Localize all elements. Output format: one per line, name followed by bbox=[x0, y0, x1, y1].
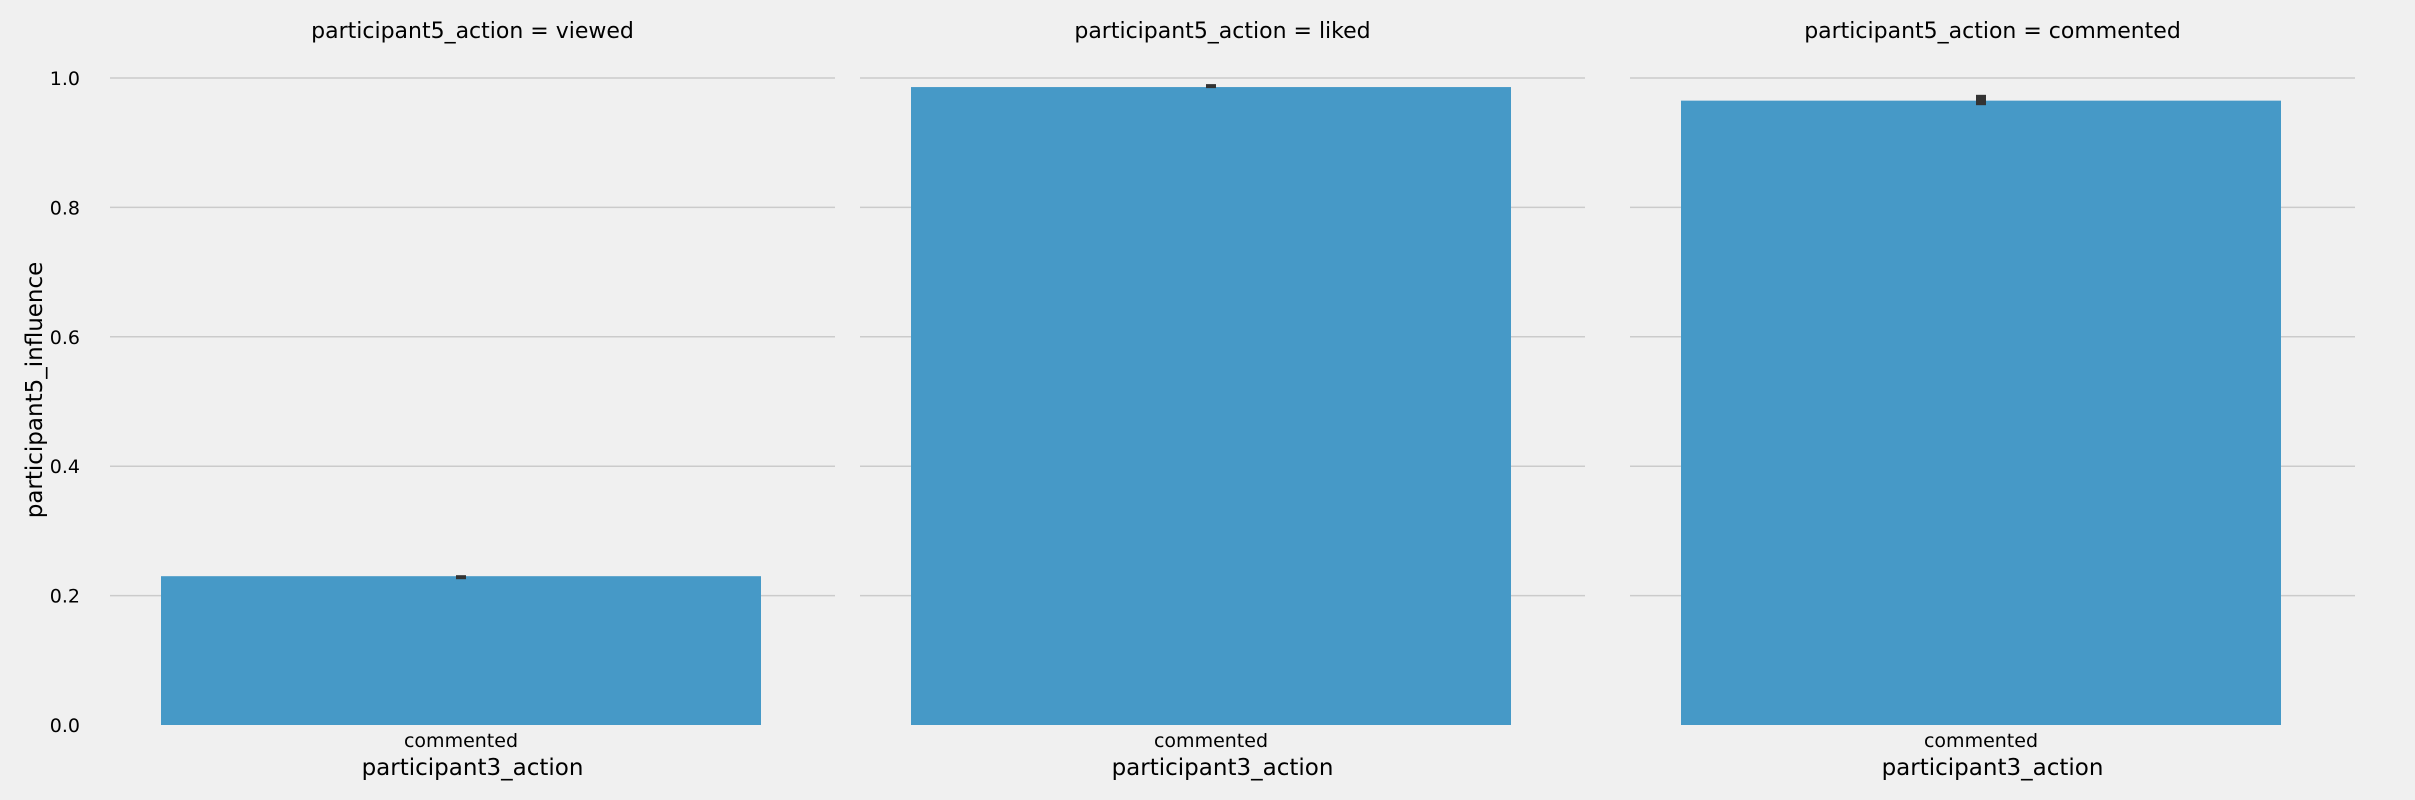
y-axis-label: participant5_influence bbox=[22, 262, 48, 519]
y-tick-label: 0.0 bbox=[50, 715, 80, 737]
y-tick-label: 0.2 bbox=[50, 586, 80, 608]
x-tick-label: commented bbox=[1154, 730, 1268, 752]
bar bbox=[1681, 100, 2281, 725]
panel-title: participant5_action = commented bbox=[1804, 19, 2181, 44]
x-axis-label: participant3_action bbox=[1112, 755, 1334, 781]
facet-panels: participant5_action = viewedcommentedpar… bbox=[110, 19, 2355, 781]
y-tick-label: 1.0 bbox=[50, 68, 80, 90]
x-tick-label: commented bbox=[1924, 730, 2038, 752]
y-tick-label: 0.4 bbox=[50, 456, 80, 478]
panel-title: participant5_action = viewed bbox=[311, 19, 634, 44]
facet-panel: participant5_action = liked commented part… bbox=[860, 19, 1585, 781]
y-tick-label: 0.6 bbox=[50, 327, 80, 349]
x-axis-label: participant3_action bbox=[362, 755, 584, 781]
y-axis-ticks: 0.0 0.2 0.4 0.6 0.8 1.0 bbox=[50, 68, 80, 737]
bar bbox=[911, 87, 1511, 726]
facet-panel: participant5_action = viewed commented par… bbox=[110, 19, 835, 781]
error-bar bbox=[1206, 84, 1216, 89]
error-bar bbox=[456, 575, 466, 580]
error-bar bbox=[1976, 94, 1986, 106]
x-tick-label: commented bbox=[404, 730, 518, 752]
facet-panel: participant5_action = commented commented… bbox=[1630, 19, 2355, 781]
x-axis-label: participant3_action bbox=[1882, 755, 2104, 781]
y-tick-label: 0.8 bbox=[50, 197, 80, 219]
panel-title: participant5_action = liked bbox=[1074, 19, 1370, 44]
bar bbox=[161, 576, 761, 725]
